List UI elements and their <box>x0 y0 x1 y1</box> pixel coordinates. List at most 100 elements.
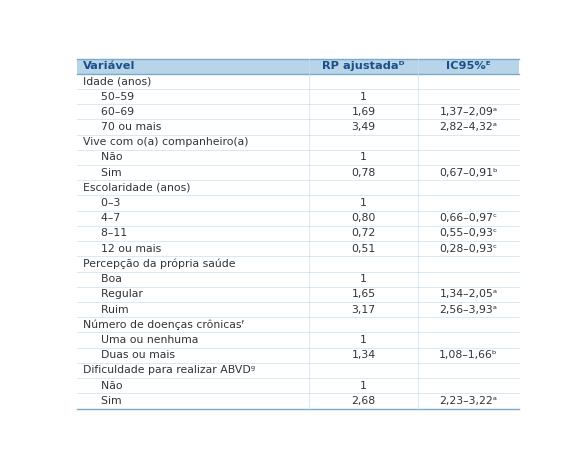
Bar <box>309 317 418 332</box>
Bar <box>77 135 309 150</box>
Bar <box>418 302 519 317</box>
Bar <box>309 363 418 378</box>
Bar <box>418 104 519 119</box>
Text: 1: 1 <box>360 152 367 163</box>
Bar <box>77 89 309 104</box>
Bar <box>418 226 519 241</box>
Text: 0–3: 0–3 <box>94 198 120 208</box>
Bar <box>77 226 309 241</box>
Text: Regular: Regular <box>94 289 143 300</box>
Bar <box>309 257 418 271</box>
Text: 0,78: 0,78 <box>352 168 375 178</box>
Bar <box>77 211 309 226</box>
Text: 8–11: 8–11 <box>94 228 127 238</box>
Bar <box>309 211 418 226</box>
Text: Não: Não <box>94 381 123 391</box>
Text: 1: 1 <box>360 274 367 284</box>
Text: 1: 1 <box>360 335 367 345</box>
Bar <box>418 378 519 393</box>
Bar <box>77 317 309 332</box>
Text: 70 ou mais: 70 ou mais <box>94 122 161 132</box>
Bar <box>418 195 519 211</box>
Bar <box>77 104 309 119</box>
Text: Escolaridade (anos): Escolaridade (anos) <box>83 183 190 193</box>
Text: 1,34: 1,34 <box>352 350 375 360</box>
Bar <box>309 241 418 257</box>
Bar <box>77 257 309 271</box>
Text: RP ajustadaᴰ: RP ajustadaᴰ <box>322 62 404 71</box>
Text: 0,72: 0,72 <box>352 228 375 238</box>
Text: 2,23–3,22ᵃ: 2,23–3,22ᵃ <box>439 396 498 406</box>
Bar <box>77 363 309 378</box>
Text: Percepção da própria saúde: Percepção da própria saúde <box>83 259 235 269</box>
Text: 1,37–2,09ᵃ: 1,37–2,09ᵃ <box>439 107 498 117</box>
Bar <box>418 393 519 408</box>
Bar <box>309 74 418 89</box>
Bar <box>309 195 418 211</box>
Text: Boa: Boa <box>94 274 122 284</box>
Text: 4–7: 4–7 <box>94 213 120 223</box>
Bar <box>77 287 309 302</box>
Bar <box>77 165 309 180</box>
Bar <box>309 302 418 317</box>
Text: 0,28–0,93ᶜ: 0,28–0,93ᶜ <box>439 244 498 254</box>
Bar <box>77 195 309 211</box>
Bar <box>418 119 519 135</box>
Bar <box>418 348 519 363</box>
Text: 3,49: 3,49 <box>352 122 375 132</box>
Bar <box>418 332 519 348</box>
Text: IC95%ᴱ: IC95%ᴱ <box>446 62 491 71</box>
Bar <box>418 59 519 74</box>
Bar <box>418 150 519 165</box>
Text: 2,68: 2,68 <box>352 396 375 406</box>
Text: 1,65: 1,65 <box>352 289 375 300</box>
Text: 1: 1 <box>360 198 367 208</box>
Text: Sim: Sim <box>94 168 122 178</box>
Bar <box>309 59 418 74</box>
Bar <box>309 393 418 408</box>
Bar <box>309 180 418 195</box>
Text: 3,17: 3,17 <box>352 305 375 314</box>
Bar <box>309 287 418 302</box>
Bar <box>309 150 418 165</box>
Text: Ruim: Ruim <box>94 305 129 314</box>
Text: 0,51: 0,51 <box>352 244 375 254</box>
Text: Vive com o(a) companheiro(a): Vive com o(a) companheiro(a) <box>83 137 248 147</box>
Bar <box>418 89 519 104</box>
Bar <box>77 332 309 348</box>
Bar <box>418 257 519 271</box>
Bar <box>77 348 309 363</box>
Bar <box>77 393 309 408</box>
Bar <box>77 302 309 317</box>
Text: Uma ou nenhuma: Uma ou nenhuma <box>94 335 198 345</box>
Bar <box>309 378 418 393</box>
Bar <box>77 74 309 89</box>
Text: 1,69: 1,69 <box>352 107 375 117</box>
Bar <box>309 332 418 348</box>
Bar <box>418 271 519 287</box>
Bar <box>309 135 418 150</box>
Text: Variável: Variável <box>83 62 135 71</box>
Bar <box>418 363 519 378</box>
Bar <box>77 119 309 135</box>
Bar <box>418 287 519 302</box>
Bar <box>418 317 519 332</box>
Text: 1,34–2,05ᵃ: 1,34–2,05ᵃ <box>439 289 498 300</box>
Bar <box>77 271 309 287</box>
Bar <box>418 211 519 226</box>
Text: 60–69: 60–69 <box>94 107 134 117</box>
Bar <box>309 348 418 363</box>
Bar <box>418 165 519 180</box>
Bar <box>309 165 418 180</box>
Bar <box>309 271 418 287</box>
Bar <box>418 241 519 257</box>
Text: 2,56–3,93ᵃ: 2,56–3,93ᵃ <box>439 305 498 314</box>
Text: Sim: Sim <box>94 396 122 406</box>
Bar <box>418 135 519 150</box>
Bar <box>77 180 309 195</box>
Bar <box>77 150 309 165</box>
Text: Dificuldade para realizar ABVDᵍ: Dificuldade para realizar ABVDᵍ <box>83 365 255 375</box>
Text: 0,80: 0,80 <box>352 213 375 223</box>
Bar <box>77 59 309 74</box>
Text: Não: Não <box>94 152 123 163</box>
